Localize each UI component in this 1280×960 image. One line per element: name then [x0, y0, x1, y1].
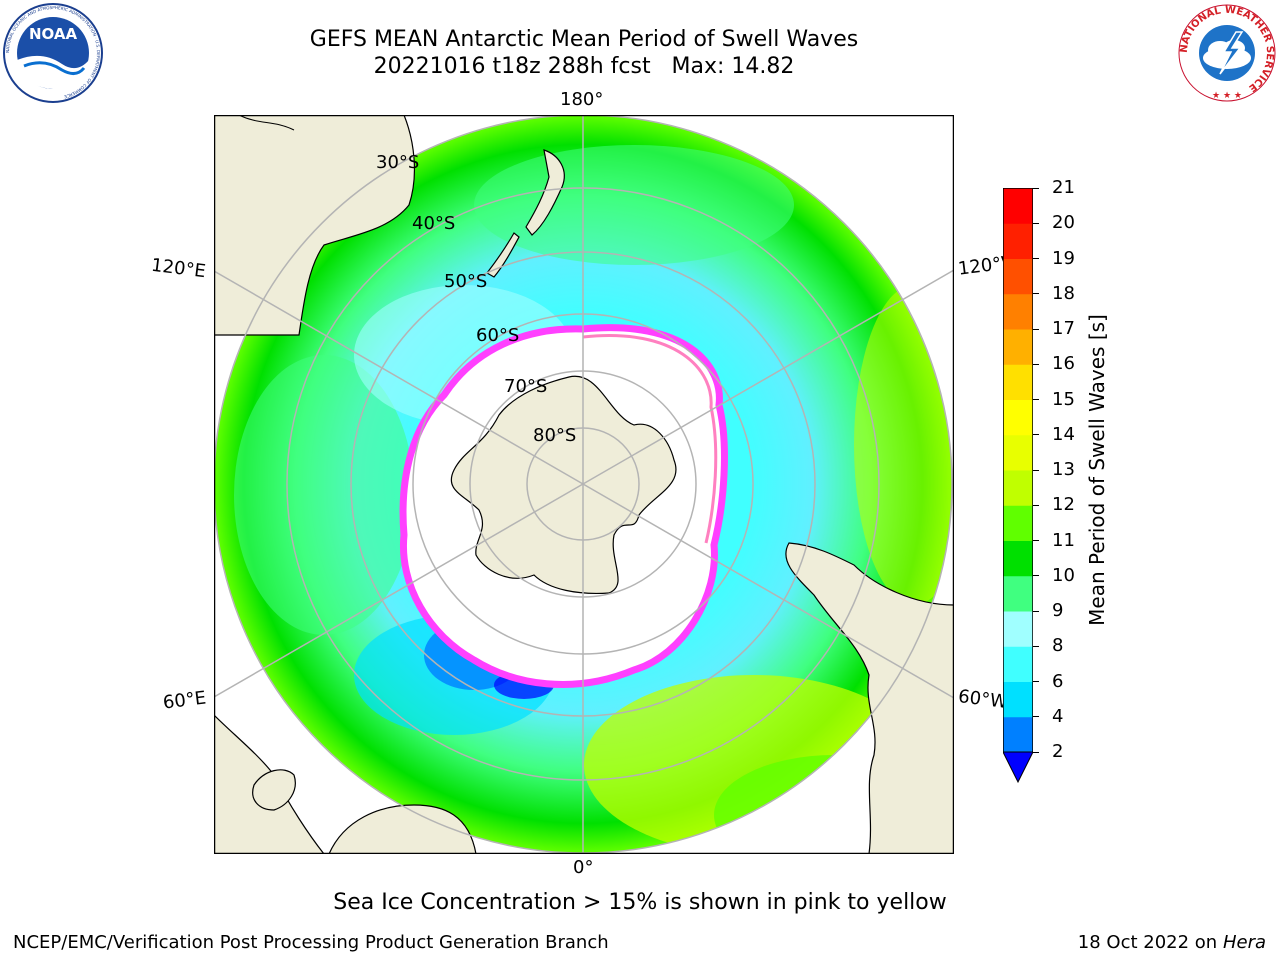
colorbar-tick-label: 9 — [1052, 600, 1064, 621]
colorbar-tick — [1033, 469, 1039, 471]
lon-label-60w: 60°W — [956, 686, 1009, 713]
polar-map: 30°S 40°S 50°S 60°S 70°S 80°S — [213, 114, 955, 855]
colorbar-tick — [1033, 504, 1039, 506]
colorbar-tick-label: 6 — [1052, 670, 1064, 692]
map-border — [213, 114, 955, 855]
colorbar-band — [1003, 399, 1033, 436]
colorbar-tick — [1033, 575, 1039, 577]
australia — [214, 115, 416, 336]
colorbar-band — [1003, 223, 1033, 259]
colorbar-band — [1003, 505, 1033, 541]
lon-label-0: 0° — [573, 857, 594, 878]
colorbar-band — [1003, 188, 1033, 224]
colorbar-tick — [1033, 434, 1039, 436]
colorbar-tick-label: 11 — [1052, 529, 1075, 551]
colorbar-ticks: 2 4 6 8 9 10 11 12 13 14 15 16 17 18 19 20 21 — [1033, 177, 1080, 762]
colorbar-tick — [1033, 610, 1039, 612]
lon-label-180: 180° — [560, 89, 604, 110]
colorbar-band — [1003, 434, 1033, 471]
colorbar-tick-label: 18 — [1052, 282, 1075, 304]
colorbar-tick-label: 19 — [1052, 247, 1075, 269]
colorbar-tick — [1033, 363, 1039, 365]
lat-label-40s: 40°S — [412, 213, 455, 234]
map-canvas: 30°S 40°S 50°S 60°S 70°S 80°S — [213, 114, 955, 855]
colorbar-tick — [1033, 399, 1039, 400]
lon-label-60e: 60°E — [161, 687, 208, 714]
colorbar-tick — [1033, 258, 1039, 259]
lat-label-60s: 60°S — [476, 325, 519, 346]
chart-subtitle: 20221016 t18z 288h fcst Max: 14.82 — [373, 54, 795, 79]
colorbar-extend-triangle — [1002, 751, 1034, 784]
lon-label-120e: 120°E — [149, 254, 207, 283]
colorbar-tick — [1033, 222, 1039, 224]
colorbar-tick-label: 14 — [1052, 423, 1075, 445]
colorbar-band — [1003, 575, 1033, 612]
colorbar-tick — [1033, 645, 1039, 647]
noaa-logo: NOAA NATIONAL OCEANIC AND ATMOSPHERIC AD… — [2, 2, 104, 104]
new-zealand — [525, 149, 565, 236]
colorbar-tick-label: 21 — [1052, 177, 1075, 198]
colorbar-tick-label: 13 — [1052, 459, 1075, 480]
svg-text:★ ★ ★: ★ ★ ★ — [1212, 91, 1242, 101]
footer-machine: Hera — [1222, 932, 1266, 953]
nws-logo: NATIONAL WEATHER SERVICE ★ ★ ★ — [1176, 2, 1278, 104]
colorbar-tick-label: 16 — [1052, 353, 1075, 375]
colorbar-tick-label: 4 — [1052, 705, 1064, 727]
caption: Sea Ice Concentration > 15% is shown in … — [333, 890, 947, 915]
colorbar-tick — [1033, 751, 1039, 753]
noaa-logo-text: NOAA — [29, 25, 78, 43]
lat-label-80s: 80°S — [533, 425, 576, 446]
colorbar-band — [1003, 364, 1033, 400]
footer-right: 18 Oct 2022 on Hera — [1078, 932, 1266, 953]
colorbar-band — [1003, 716, 1033, 753]
colorbar-band — [1003, 646, 1033, 682]
lat-label-30s: 30°S — [376, 152, 419, 173]
colorbar-tick-label: 20 — [1052, 212, 1075, 234]
colorbar-tick — [1033, 681, 1039, 682]
colorbar-band — [1003, 681, 1033, 718]
footer-left: NCEP/EMC/Verification Post Processing Pr… — [13, 932, 609, 953]
colorbar — [1002, 187, 1034, 784]
footer-date: 18 Oct 2022 on — [1077, 932, 1223, 953]
madagascar — [252, 769, 296, 811]
colorbar-tick — [1033, 540, 1039, 541]
colorbar-band — [1003, 540, 1033, 577]
colorbar-tick — [1033, 328, 1039, 330]
colorbar-tick — [1033, 716, 1039, 718]
colorbar-tick — [1033, 293, 1039, 295]
colorbar-tick-label: 12 — [1052, 494, 1075, 516]
antarctica — [450, 375, 677, 594]
colorbar-tick-label: 10 — [1052, 564, 1075, 586]
colorbar-band — [1003, 470, 1033, 506]
colorbar-label: Mean Period of Swell Waves [s] — [1085, 314, 1109, 626]
south-america — [785, 542, 954, 854]
colorbar-tick — [1033, 187, 1039, 189]
colorbar-tick-label: 15 — [1052, 388, 1075, 410]
lat-label-70s: 70°S — [504, 376, 547, 397]
chart-title: GEFS MEAN Antarctic Mean Period of Swell… — [309, 27, 859, 52]
lat-label-50s: 50°S — [444, 271, 487, 292]
colorbar-band — [1003, 258, 1033, 295]
colorbar-band — [1003, 293, 1033, 330]
colorbar-tick-label: 17 — [1052, 318, 1075, 339]
colorbar-tick-label: 8 — [1052, 635, 1064, 657]
colorbar-band — [1003, 611, 1033, 647]
colorbar-svg — [1002, 187, 1034, 784]
colorbar-tick-label: 2 — [1052, 741, 1064, 762]
colorbar-band — [1003, 329, 1033, 365]
